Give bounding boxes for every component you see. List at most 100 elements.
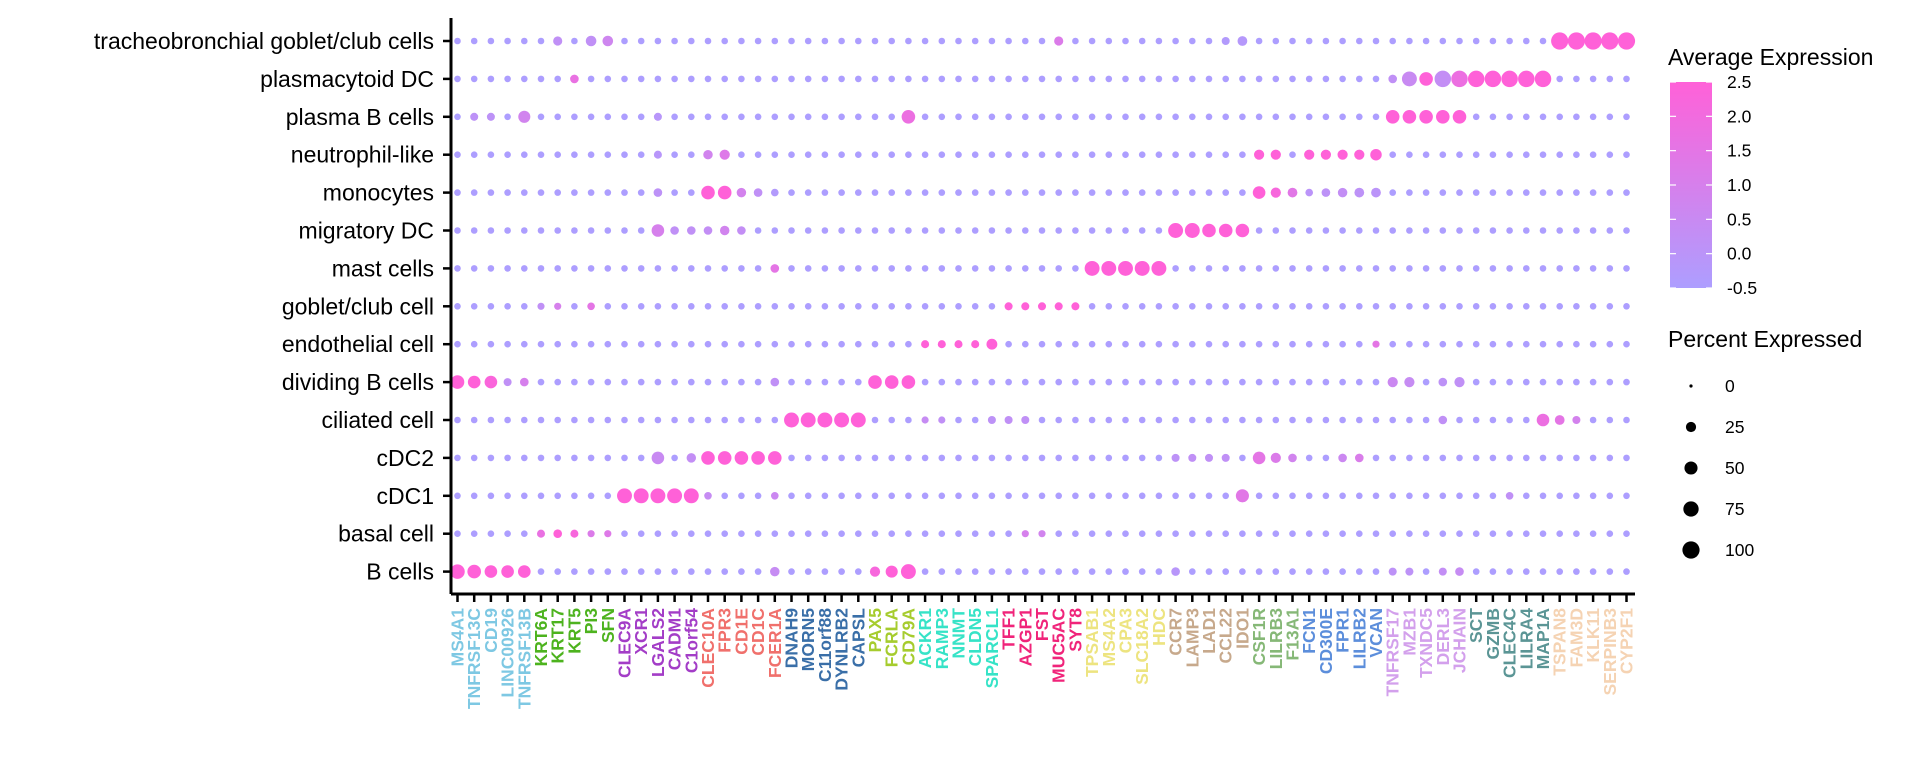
- dot: [520, 530, 528, 538]
- dot: [1322, 454, 1330, 462]
- dot: [1472, 189, 1480, 196]
- dot: [1389, 151, 1397, 159]
- y-label: cDC1: [376, 483, 434, 509]
- x-label: FST: [1032, 608, 1052, 641]
- dot: [671, 75, 678, 83]
- dot: [971, 189, 979, 196]
- dot: [1088, 530, 1096, 538]
- dot: [771, 302, 779, 310]
- x-label: CLEC9A: [615, 608, 635, 678]
- dot: [587, 265, 595, 272]
- dot: [1088, 189, 1096, 196]
- dot: [1389, 492, 1397, 500]
- dot: [1272, 340, 1280, 348]
- dot: [753, 188, 763, 197]
- dot: [938, 151, 946, 159]
- x-axis-ticks: [456, 594, 1628, 602]
- dot: [788, 568, 795, 575]
- dot: [771, 37, 779, 45]
- dot: [1472, 340, 1480, 348]
- dot: [604, 340, 612, 348]
- dot: [1105, 416, 1113, 424]
- dot: [637, 340, 645, 348]
- dot: [1589, 151, 1597, 159]
- dot: [1272, 530, 1280, 538]
- dot: [571, 340, 578, 348]
- color-tick-label: 2.5: [1727, 72, 1751, 92]
- dot: [654, 37, 662, 45]
- dot: [487, 151, 495, 159]
- dot: [754, 227, 762, 234]
- dot: [1406, 492, 1413, 500]
- dot: [604, 568, 612, 575]
- dot: [1539, 378, 1547, 386]
- dot: [454, 416, 461, 424]
- dot: [1151, 260, 1167, 276]
- dot: [788, 227, 795, 234]
- dot: [1134, 260, 1150, 276]
- dot: [905, 151, 912, 159]
- dot: [554, 75, 562, 83]
- dot: [1489, 568, 1497, 575]
- dot: [1355, 568, 1363, 575]
- dot: [1005, 378, 1012, 386]
- dot: [1422, 378, 1430, 386]
- dot: [1355, 416, 1363, 424]
- x-label: TSPAN8: [1550, 608, 1570, 676]
- dot: [1337, 149, 1348, 160]
- dot: [1439, 492, 1447, 500]
- dot: [905, 227, 912, 234]
- dot: [1305, 340, 1313, 348]
- dot: [1623, 568, 1630, 575]
- dot: [888, 416, 896, 424]
- dot: [1439, 454, 1447, 462]
- dot: [1489, 378, 1497, 386]
- dot: [1372, 227, 1380, 234]
- y-label: plasma B cells: [286, 104, 434, 130]
- dot: [470, 340, 478, 348]
- dot: [1155, 530, 1163, 538]
- dot: [1506, 227, 1513, 234]
- dot: [1270, 187, 1281, 198]
- dot: [1456, 454, 1463, 462]
- dot: [701, 451, 715, 465]
- dot: [1105, 37, 1113, 45]
- dot: [1573, 265, 1580, 272]
- dot: [770, 188, 779, 197]
- dot: [587, 454, 595, 462]
- dot: [1522, 568, 1530, 575]
- dot: [955, 37, 962, 45]
- dot: [1436, 110, 1450, 124]
- dot: [1122, 75, 1129, 83]
- dot: [621, 75, 628, 83]
- dot: [804, 530, 812, 538]
- dot: [838, 151, 845, 159]
- x-label: DYNLRB2: [832, 608, 852, 691]
- dot: [1172, 37, 1179, 45]
- dot: [1289, 530, 1296, 538]
- dot: [687, 416, 695, 424]
- dot: [520, 302, 528, 310]
- dot: [1222, 151, 1230, 159]
- dot: [621, 416, 628, 424]
- dot: [738, 75, 745, 83]
- dot: [487, 340, 495, 348]
- dot: [1472, 265, 1480, 272]
- dot: [1489, 416, 1497, 424]
- size-legend-title: Percent Expressed: [1668, 326, 1862, 352]
- dot: [1239, 189, 1246, 196]
- dot: [587, 227, 595, 234]
- dot: [1138, 454, 1146, 462]
- dot: [520, 454, 528, 462]
- dot: [1270, 452, 1281, 463]
- dot: [1589, 113, 1597, 121]
- x-label: KRT5: [564, 608, 584, 654]
- dot: [1339, 568, 1346, 575]
- dot: [621, 302, 628, 310]
- dot: [937, 340, 946, 349]
- dot: [1589, 530, 1597, 538]
- dot: [885, 565, 898, 578]
- x-label: MS4A2: [1099, 608, 1119, 667]
- dot: [1372, 37, 1380, 45]
